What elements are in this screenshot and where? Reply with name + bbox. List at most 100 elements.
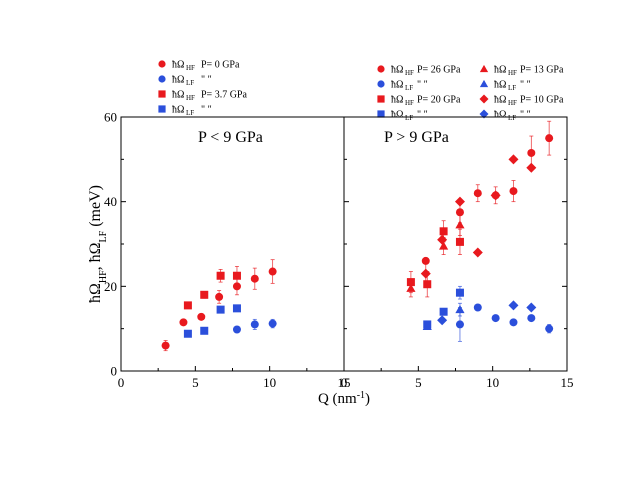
x-tick-label: 5 <box>415 375 422 390</box>
data-point <box>232 282 241 291</box>
legend-text: P= 26 GPa <box>417 65 461 76</box>
data-point <box>406 283 416 292</box>
y-axis-label: ħΩHF, ħΩLF (meV) <box>87 185 109 303</box>
series-circle-hf <box>161 259 277 352</box>
data-point <box>437 315 448 326</box>
data-point <box>197 312 206 321</box>
data-point <box>509 318 518 327</box>
legend-subscript: HF <box>508 99 517 107</box>
legend-text: " " <box>520 110 531 121</box>
data-point <box>216 271 225 280</box>
legend-symbol: ħΩ <box>172 105 184 116</box>
data-point <box>491 314 500 323</box>
legend-entry: ħΩ LF " " <box>377 110 428 122</box>
legend-marker <box>377 65 385 73</box>
data-point <box>526 162 537 173</box>
data-point <box>232 271 241 280</box>
legend-entry: ħΩ LF " " <box>158 105 212 117</box>
legend-subscript: LF <box>186 109 194 117</box>
legend-subscript: HF <box>508 69 517 77</box>
x-tick-label: 5 <box>192 375 199 390</box>
data-point <box>268 267 277 276</box>
legend-subscript: HF <box>405 99 414 107</box>
legend-entry: ħΩ HF P= 26 GPa <box>377 65 461 77</box>
y-tick-label: 40 <box>104 194 117 209</box>
data-point <box>545 324 554 333</box>
panel-label: P < 9 GPa <box>198 129 263 146</box>
data-point <box>455 220 465 229</box>
legend-marker <box>158 75 166 83</box>
legend-text: P= 0 GPa <box>201 60 240 71</box>
data-point <box>183 329 192 338</box>
data-point <box>250 274 259 283</box>
series-diamond-lf <box>437 300 537 326</box>
axis-labels: Q (nm-1) ħΩHF, ħΩLF (meV) <box>87 185 370 407</box>
x-tick-label: 0 <box>341 375 348 390</box>
data-point <box>527 148 536 157</box>
legend-text: " " <box>417 80 428 91</box>
series-diamond-hf <box>420 154 537 285</box>
legend-text: P= 13 GPa <box>520 65 564 76</box>
legend-entry: ħΩ LF " " <box>158 75 212 87</box>
legend-symbol: ħΩ <box>172 75 184 86</box>
legend-symbol: ħΩ <box>494 95 506 106</box>
data-point <box>508 154 519 165</box>
legend-symbol: ħΩ <box>494 80 506 91</box>
legend-marker <box>158 105 166 113</box>
legend-marker <box>479 79 489 88</box>
data-point <box>250 320 259 329</box>
legend-symbol: ħΩ <box>172 60 184 71</box>
data-point <box>232 304 241 313</box>
legend-subscript: HF <box>186 94 195 102</box>
series-square-lf <box>183 304 241 338</box>
legend-subscript: HF <box>186 64 195 72</box>
legend-subscript: LF <box>405 114 413 122</box>
y-tick-label: 60 <box>104 110 117 125</box>
legend-symbol: ħΩ <box>172 90 184 101</box>
y-tick-label: 20 <box>104 279 117 294</box>
data-point <box>232 325 241 334</box>
y-tick-label: 0 <box>111 364 118 379</box>
data-point <box>439 307 448 316</box>
legend-entry: ħΩ HF P= 20 GPa <box>377 95 461 107</box>
legend-marker <box>479 109 489 119</box>
legend-entry: ħΩ LF " " <box>377 80 428 92</box>
data-point <box>268 319 277 328</box>
data-point <box>455 305 465 314</box>
series-triangle-hf <box>406 213 465 298</box>
legend-text: P= 3.7 GPa <box>201 90 247 101</box>
data-point <box>526 302 537 313</box>
legend-entry: ħΩ LF " " <box>479 109 531 122</box>
legend-subscript: HF <box>405 69 414 77</box>
x-tick-label: 15 <box>561 375 574 390</box>
legend-marker <box>377 110 385 118</box>
data-point <box>473 303 482 312</box>
data-point <box>161 341 170 350</box>
data-point <box>490 190 501 201</box>
data-point <box>439 227 448 236</box>
legend-text: P= 20 GPa <box>417 95 461 106</box>
legend-symbol: ħΩ <box>391 110 403 121</box>
legend-subscript: LF <box>508 84 516 92</box>
legend-text: " " <box>417 110 428 121</box>
legend-marker <box>158 90 166 98</box>
data-point <box>472 247 483 258</box>
data-point <box>437 234 448 245</box>
data-point <box>216 305 225 314</box>
series-square-hf <box>406 220 464 298</box>
data-point <box>422 321 432 330</box>
legend-text: " " <box>201 105 212 116</box>
data-point <box>508 300 519 311</box>
data-point <box>455 237 464 246</box>
legend-symbol: ħΩ <box>391 80 403 91</box>
data-point <box>509 187 518 196</box>
legend-symbol: ħΩ <box>494 110 506 121</box>
x-tick-label: 10 <box>486 375 499 390</box>
panel-label: P > 9 GPa <box>384 129 449 146</box>
